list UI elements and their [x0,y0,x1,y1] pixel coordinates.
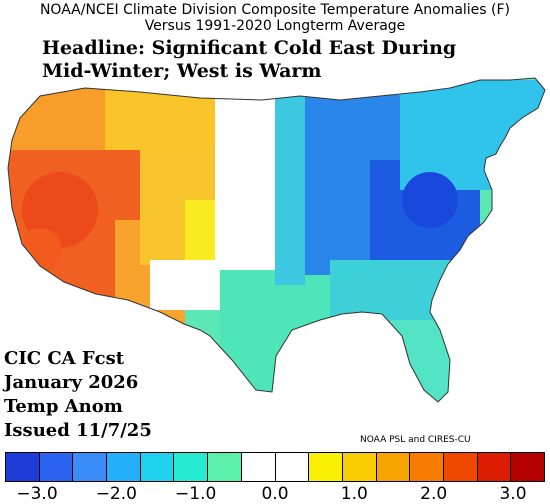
scale-segment [443,453,478,481]
scale-segment [410,453,444,481]
scale-segment [241,453,276,481]
scale-tick-label: 2.0 [420,484,448,504]
scale-tick-label: −1.0 [175,484,217,504]
scale-segment [39,453,74,481]
region-southern-plains [220,270,330,402]
map-subtitle: Versus 1991-2020 Longterm Average [144,18,406,34]
scale-segment [477,453,512,481]
scale-segment [275,453,310,481]
headline: Headline: Significant Cold East During M… [42,37,457,82]
forecast-line-4: Issued 11/7/25 [4,420,152,441]
credit-label: NOAA PSL and CIRES-CU [360,435,471,445]
scale-segment [309,453,343,481]
scale-tick-label: −3.0 [16,484,58,504]
forecast-line-3: Temp Anom [4,396,123,417]
scale-segment [376,453,411,481]
scale-segment [342,453,377,481]
forecast-line-2: January 2026 [4,372,139,393]
scale-tick-label: 3.0 [499,484,527,504]
scale-segment [140,453,175,481]
scale-segment [208,453,242,481]
scale-segment [6,453,40,481]
region-upper-midwest-west [275,95,305,285]
scale-segment [107,453,141,481]
scale-segment [73,453,108,481]
scale-tick-label: 0.0 [261,484,289,504]
scale-tick-label: −2.0 [95,484,137,504]
scale-tick-label: 1.0 [340,484,368,504]
region-great-plains [215,95,285,295]
scale-segment [174,453,209,481]
color-scale-bar [5,452,545,482]
map-title: NOAA/NCEI Climate Division Composite Tem… [39,2,511,18]
forecast-line-1: CIC CA Fcst [4,348,125,369]
region-colorado-east [185,200,220,260]
forecast-label: CIC CA Fcst January 2026 Temp Anom Issue… [4,347,152,443]
scale-segment [511,453,544,481]
